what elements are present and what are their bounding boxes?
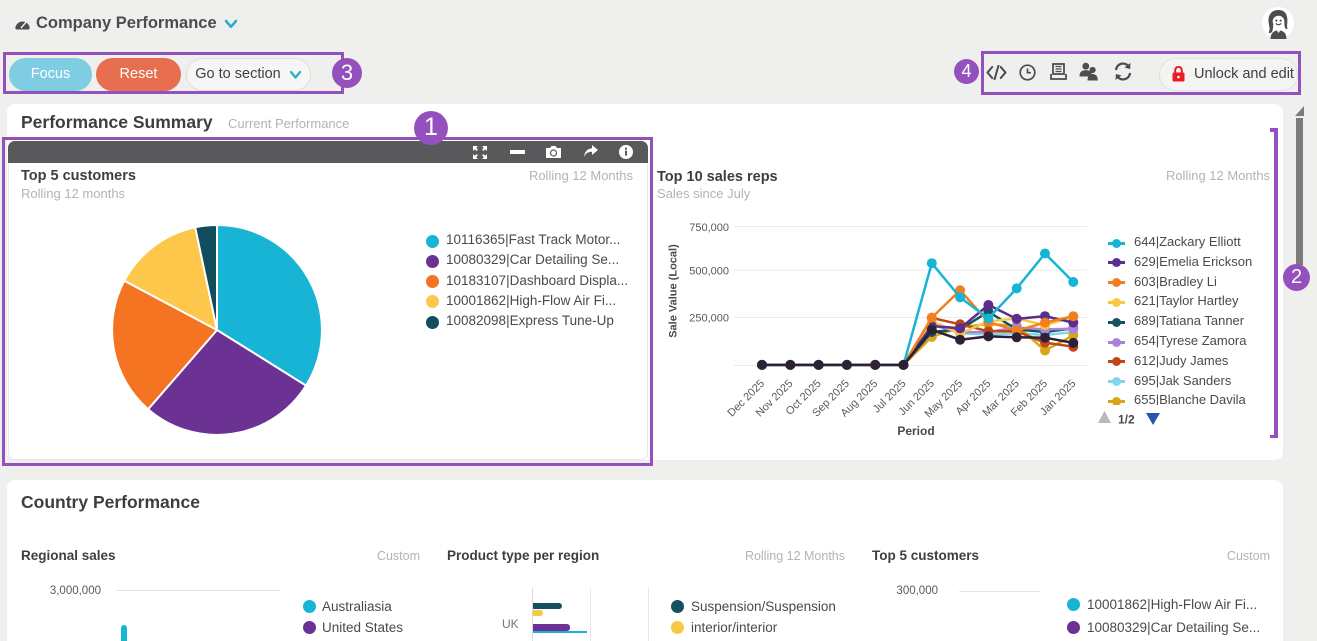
svg-text:Period: Period bbox=[897, 424, 934, 438]
svg-text:250,000: 250,000 bbox=[689, 313, 729, 325]
svg-text:750,000: 750,000 bbox=[689, 222, 729, 234]
svg-text:500,000: 500,000 bbox=[689, 266, 729, 278]
svg-text:1/2: 1/2 bbox=[1118, 413, 1135, 427]
svg-text:Sale Value (Local): Sale Value (Local) bbox=[668, 244, 680, 338]
